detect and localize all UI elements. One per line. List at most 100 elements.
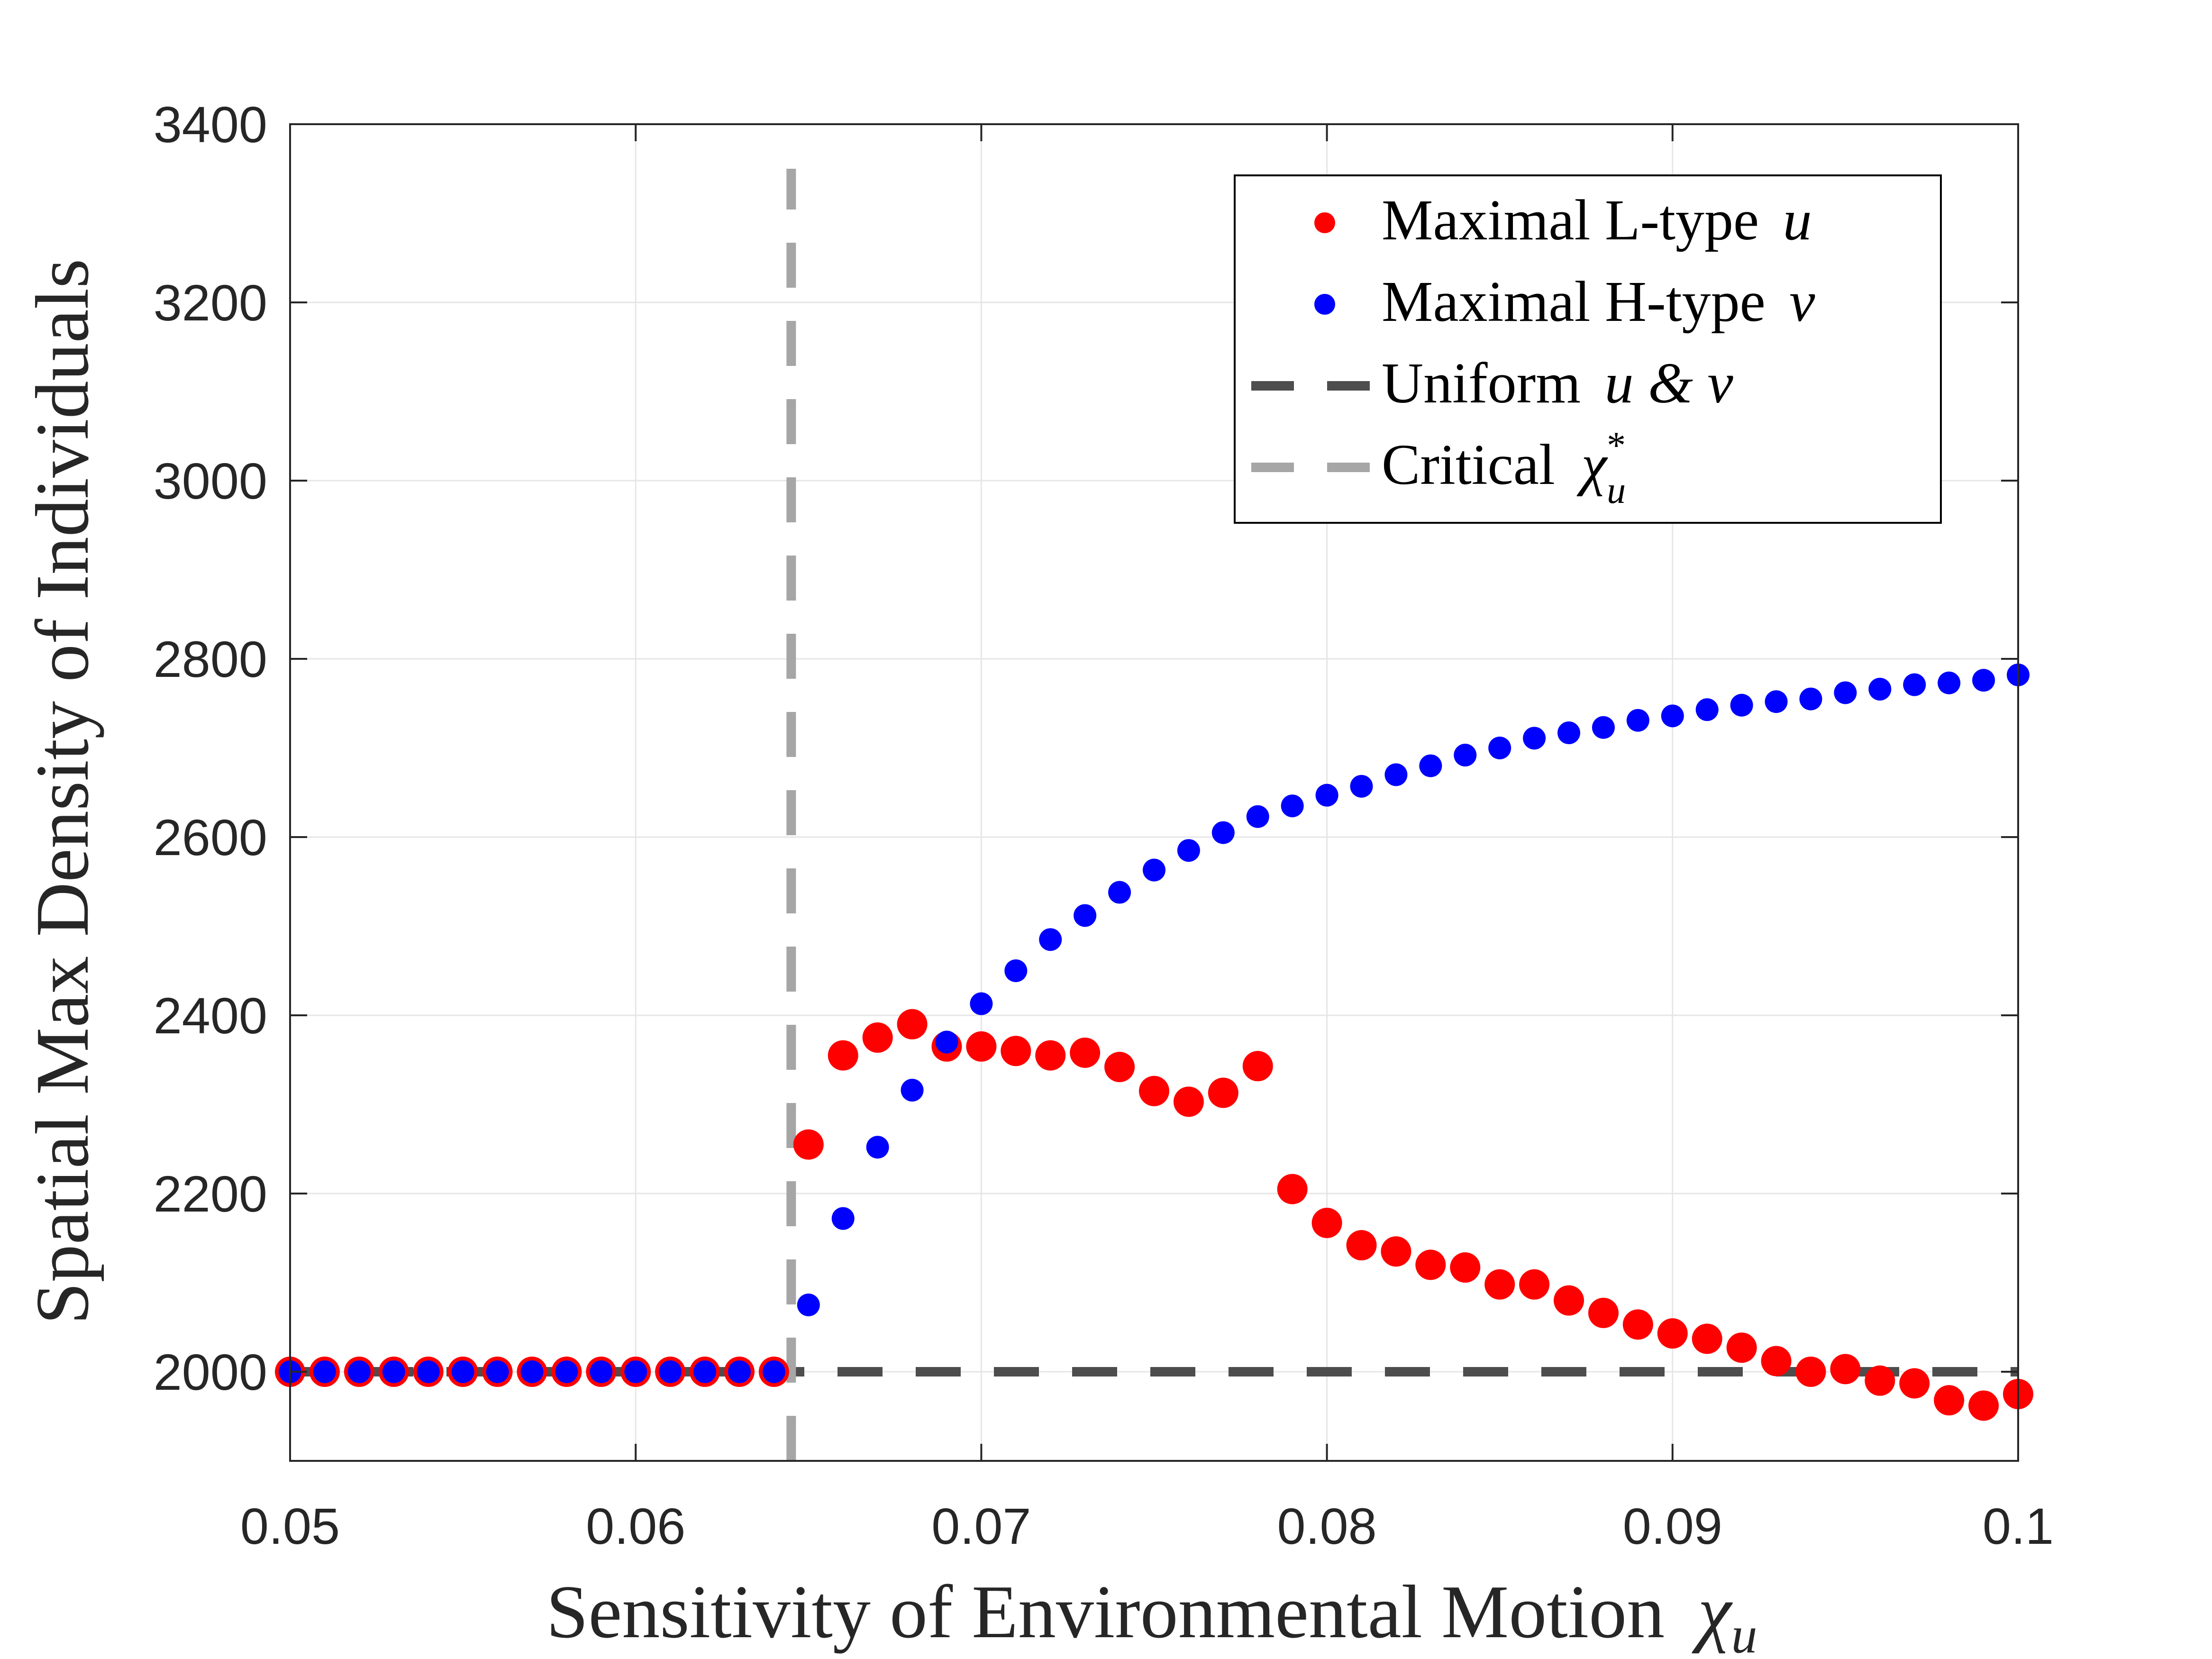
legend-label-critical-sup: * <box>1607 425 1626 466</box>
l-type-point <box>1208 1077 1238 1108</box>
h-type-point <box>1834 681 1857 704</box>
series-layer <box>275 169 2033 1461</box>
y-tick-label: 2800 <box>154 630 267 688</box>
l-type-point <box>1311 1208 1342 1239</box>
l-type-point <box>1726 1332 1757 1363</box>
h-type-point <box>1488 737 1511 759</box>
l-type-point <box>1035 1040 1066 1071</box>
legend: Maximal L-type u Maximal H-type v Unifor… <box>1234 174 1942 524</box>
h-type-point <box>1419 754 1442 777</box>
h-type-point <box>1004 959 1028 982</box>
h-type-point <box>1281 794 1304 818</box>
l-type-point <box>1554 1285 1584 1316</box>
y-tick-label: 3200 <box>154 274 267 331</box>
l-type-point <box>1001 1036 1031 1066</box>
y-tick-label: 3000 <box>154 452 267 510</box>
l-type-point <box>1692 1323 1722 1354</box>
h-type-point <box>1039 928 1062 951</box>
h-type-point <box>659 1360 682 1383</box>
x-axis-label: Sensitivity of Environmental Motion χu <box>546 1569 1757 1659</box>
l-type-point <box>1346 1230 1377 1261</box>
legend-label-uniform-math: u & v <box>1605 351 1734 415</box>
y-axis-label: Spatial Max Density of Individuals <box>20 259 104 1325</box>
h-type-point <box>1074 904 1097 927</box>
y-tick-label: 3400 <box>154 96 267 153</box>
h-type-point <box>347 1360 371 1383</box>
l-type-point <box>1899 1368 1930 1399</box>
h-type-point <box>1868 677 1892 701</box>
h-type-point <box>1730 693 1753 717</box>
l-type-point <box>1657 1318 1688 1349</box>
axes-box <box>289 123 2019 1462</box>
l-type-point <box>828 1040 858 1071</box>
h-type-point <box>1177 839 1200 862</box>
x-axis-label-symbol: χ <box>1692 1569 1733 1654</box>
h-type-point <box>935 1030 958 1054</box>
h-type-point <box>762 1360 785 1383</box>
x-tick-label: 0.1 <box>1983 1497 2054 1555</box>
l-type-point <box>1761 1346 1792 1376</box>
legend-label-l-type-math: u <box>1783 188 1812 252</box>
legend-label-h-type: Maximal H-type v <box>1382 270 1815 334</box>
h-type-point <box>1143 858 1165 882</box>
l-type-point <box>1622 1309 1653 1340</box>
h-type-point <box>520 1360 544 1383</box>
y-tick-label: 2000 <box>154 1343 267 1401</box>
h-type-point <box>1903 673 1926 696</box>
legend-label-h-type-math: v <box>1789 270 1815 334</box>
h-type-point <box>728 1360 751 1383</box>
y-tick-label: 2200 <box>154 1165 267 1222</box>
x-tick-label: 0.07 <box>931 1497 1031 1555</box>
ticks: 0.05 0.06 0.07 0.08 0.09 0.1 2000 2200 2400 2600 2… <box>154 96 2054 1555</box>
l-type-point <box>966 1031 997 1062</box>
legend-label-critical-math: χ <box>1576 433 1608 497</box>
h-type-point <box>901 1078 924 1102</box>
x-axis-label-text: Sensitivity of Environmental Motion <box>546 1569 1665 1654</box>
h-type-point <box>1384 763 1408 786</box>
h-type-point <box>382 1360 405 1383</box>
legend-label-critical-text: Critical <box>1382 433 1555 497</box>
h-type-point <box>417 1360 440 1383</box>
h-type-point <box>1246 805 1269 828</box>
h-type-point <box>1315 784 1338 807</box>
l-type-point <box>1934 1385 1965 1416</box>
legend-marker-h-type <box>1314 294 1335 315</box>
l-type-point <box>793 1129 824 1160</box>
l-type-point <box>1139 1076 1169 1106</box>
h-type-point <box>1557 721 1581 745</box>
l-type-point <box>1242 1051 1273 1082</box>
l-type-point <box>1830 1354 1861 1385</box>
legend-label-l-type-text: Maximal L-type <box>1382 188 1759 252</box>
h-type-point <box>590 1360 613 1383</box>
l-type-point <box>1865 1365 1895 1396</box>
h-type-point <box>1211 821 1235 844</box>
h-type-point <box>1350 775 1373 798</box>
l-type-point <box>1588 1297 1619 1328</box>
legend-label-uniform: Uniform u & v <box>1382 351 1734 415</box>
legend-label-uniform-text: Uniform <box>1382 351 1581 415</box>
h-type-point <box>970 992 993 1015</box>
l-type-point <box>1070 1037 1101 1068</box>
h-type-point <box>693 1360 717 1383</box>
h-type-point <box>1765 690 1788 713</box>
h-type-point <box>1626 709 1649 732</box>
x-tick-label: 0.05 <box>240 1497 340 1555</box>
l-type-point <box>1795 1357 1826 1387</box>
h-type-point <box>797 1294 820 1316</box>
h-type-point <box>313 1360 336 1383</box>
l-type-point <box>1484 1269 1515 1300</box>
h-type-point <box>1108 881 1131 904</box>
y-tick-label: 2600 <box>154 809 267 866</box>
h-type-point <box>831 1207 855 1230</box>
l-type-point <box>1450 1252 1481 1283</box>
h-type-point <box>1972 669 1995 692</box>
l-type-point <box>1104 1052 1135 1083</box>
legend-label-critical-sub: u <box>1607 470 1626 511</box>
h-type-point <box>866 1136 889 1159</box>
h-type-point <box>555 1360 578 1383</box>
x-tick-label: 0.08 <box>1277 1497 1376 1555</box>
h-type-point <box>1695 698 1719 721</box>
l-type-point <box>1381 1236 1411 1267</box>
legend-label-l-type: Maximal L-type u <box>1382 188 1812 252</box>
legend-label-critical: Critical χ* u <box>1382 425 1626 511</box>
